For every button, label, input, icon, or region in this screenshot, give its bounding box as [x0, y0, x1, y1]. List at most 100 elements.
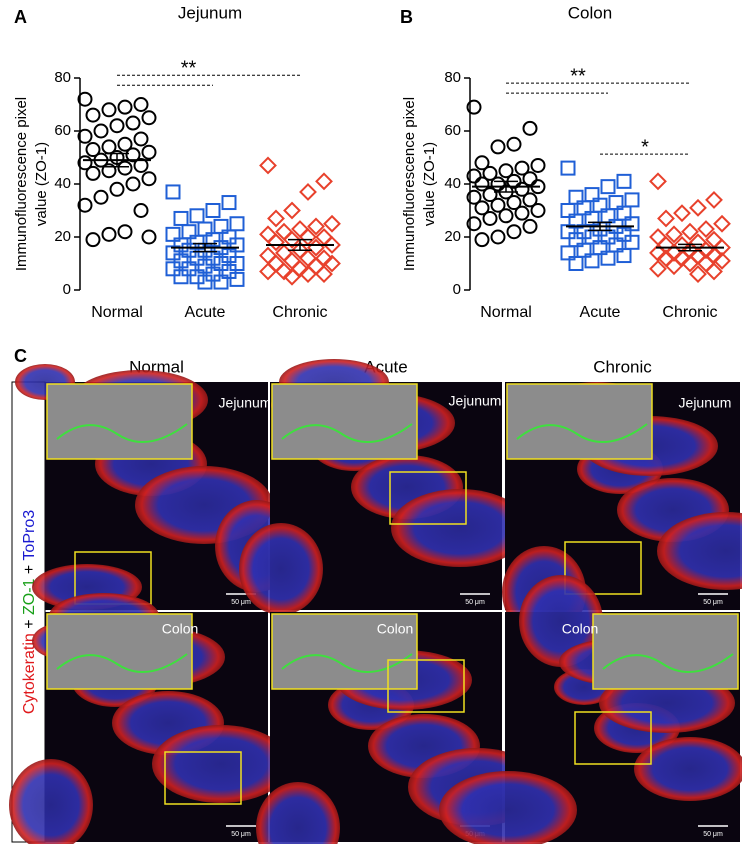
- data-point: [205, 203, 221, 218]
- data-point: [165, 245, 181, 261]
- data-point: [474, 155, 490, 171]
- data-point: [77, 128, 93, 144]
- data-point: [181, 224, 197, 240]
- data-point: [259, 156, 277, 175]
- data-point: [141, 229, 157, 245]
- data-point: [85, 165, 101, 181]
- data-point: [514, 205, 530, 221]
- data-point: [689, 265, 707, 284]
- zoom-box: [164, 751, 242, 805]
- panel-letter: C: [14, 346, 27, 366]
- data-point: [117, 99, 133, 115]
- data-point: [133, 97, 149, 112]
- data-point: [681, 222, 699, 241]
- data-point: [125, 147, 141, 163]
- region-label: Jejunum: [219, 395, 272, 411]
- region-label: Jejunum: [679, 395, 732, 411]
- y-tick-label: 60: [444, 122, 461, 139]
- y-tick-label: 20: [54, 228, 71, 245]
- data-point: [584, 187, 600, 203]
- data-point: [323, 214, 341, 233]
- data-point: [85, 232, 101, 248]
- significance-label: **: [570, 65, 586, 87]
- y-tick-label: 40: [54, 175, 71, 192]
- data-point: [259, 225, 277, 244]
- zoom-box: [564, 541, 642, 595]
- data-point: [482, 187, 498, 203]
- x-tick-label: Chronic: [662, 304, 717, 321]
- tissue: [657, 512, 742, 590]
- data-point: [259, 246, 277, 265]
- x-tick-label: Normal: [91, 304, 143, 321]
- data-point: [592, 240, 608, 256]
- data-point: [705, 190, 723, 209]
- data-point: [474, 176, 490, 192]
- data-point: [490, 176, 506, 192]
- data-point: [101, 102, 117, 118]
- x-tick-label: Acute: [580, 304, 621, 321]
- tissue: [439, 771, 577, 844]
- data-point: [616, 248, 632, 264]
- inset: [271, 383, 418, 460]
- data-point: [482, 210, 498, 226]
- data-point: [713, 251, 731, 270]
- data-point: [197, 221, 213, 237]
- data-point: [315, 172, 333, 191]
- inset: [506, 383, 653, 460]
- data-point: [109, 118, 125, 134]
- data-point: [283, 230, 301, 249]
- y-tick-label: 0: [63, 281, 71, 298]
- data-point: [616, 226, 632, 242]
- data-point: [498, 208, 514, 224]
- significance-label: *: [641, 136, 649, 158]
- y-tick-label: 60: [54, 122, 71, 139]
- data-point: [173, 237, 189, 253]
- data-point: [560, 224, 576, 240]
- data-point: [189, 208, 205, 224]
- y-tick-label: 80: [444, 69, 461, 86]
- data-point: [165, 226, 181, 242]
- data-point: [133, 131, 149, 147]
- inset-zo1: [281, 653, 413, 673]
- data-point: [77, 91, 93, 107]
- tissue: [152, 725, 290, 803]
- scale-bar-label: 50 μm: [465, 599, 485, 606]
- data-point: [197, 258, 213, 274]
- data-point: [173, 269, 189, 285]
- data-point: [530, 203, 546, 218]
- data-point: [560, 203, 576, 218]
- data-point: [213, 256, 229, 271]
- inset-zo1: [281, 423, 413, 443]
- data-point: [181, 242, 197, 258]
- data-point: [522, 171, 538, 187]
- data-point: [689, 198, 707, 217]
- data-point: [490, 197, 506, 213]
- data-point: [221, 263, 237, 279]
- data-point: [229, 271, 245, 287]
- data-point: [697, 220, 715, 238]
- tissue: [239, 523, 323, 615]
- panel-letter: A: [14, 7, 27, 27]
- data-point: [490, 139, 506, 155]
- data-point: [125, 115, 141, 131]
- y-tick-label: 20: [444, 228, 461, 245]
- data-point: [466, 216, 482, 232]
- stain-label: Cytokeratin + ZO-1 + ToPro3: [21, 510, 38, 714]
- data-point: [600, 179, 616, 195]
- stain-label-part: Cytokeratin: [21, 633, 38, 714]
- data-point: [624, 216, 640, 232]
- data-point: [498, 163, 514, 179]
- data-point: [229, 216, 245, 232]
- data-point: [229, 256, 245, 271]
- data-point: [466, 168, 482, 184]
- data-point: [584, 253, 600, 269]
- tissue: [256, 782, 340, 844]
- stain-label-part: +: [21, 561, 38, 579]
- scale-bar-label: 50 μm: [231, 599, 251, 606]
- data-point: [101, 226, 117, 242]
- data-point: [713, 214, 731, 233]
- micrograph: Jejunum 50 μm: [239, 359, 529, 615]
- zoom-box: [574, 711, 652, 765]
- tissue: [9, 759, 93, 844]
- data-point: [307, 257, 325, 276]
